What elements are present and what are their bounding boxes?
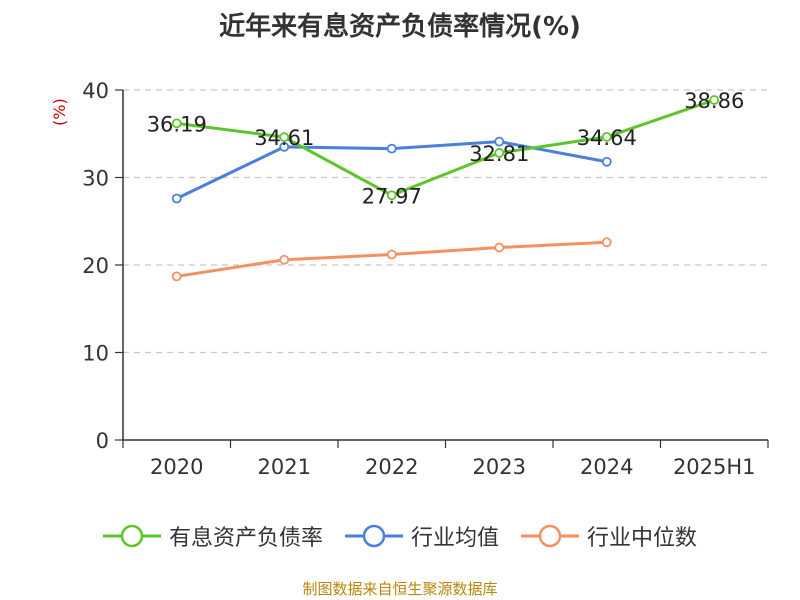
data-point (386, 190, 397, 201)
data-point (279, 254, 290, 265)
y-tick-label: 40 (82, 79, 109, 103)
data-point (494, 148, 505, 158)
x-tick-label: 2022 (365, 455, 418, 479)
legend-line-marker-icon (521, 524, 579, 548)
x-tick-label: 2023 (473, 455, 526, 479)
data-label: 34.61 (254, 126, 314, 150)
data-label: 38.86 (684, 89, 744, 113)
data-point (601, 156, 612, 167)
data-label: 36.19 (147, 112, 207, 136)
legend-line-marker-icon (344, 524, 403, 548)
x-tick-label: 2025H1 (673, 455, 756, 479)
legend-item[interactable]: 行业均值 (344, 520, 499, 552)
data-point (171, 271, 182, 282)
legend-item[interactable]: 有息资产负债率 (102, 520, 323, 552)
y-tick-label: 10 (82, 342, 109, 366)
data-point (601, 237, 612, 248)
x-tick-label: 2020 (150, 455, 203, 479)
legend-label: 行业中位数 (587, 526, 698, 551)
x-tick-label: 2024 (580, 455, 633, 479)
data-point (386, 249, 397, 260)
data-point (601, 131, 612, 142)
data-point (279, 132, 290, 143)
axes: 0 10 20 30 40 2020 2021 2022 2023 2024 2025H1 (82, 79, 769, 479)
series-points (171, 95, 720, 282)
y-tick-label: 20 (82, 254, 109, 278)
data-point (709, 95, 720, 105)
legend-line-marker-icon (102, 524, 161, 548)
legend-item[interactable]: 行业中位数 (521, 520, 697, 552)
source-note: 制图数据来自恒生聚源数据库 (302, 580, 498, 598)
data-point (171, 193, 182, 204)
x-tick-label: 2021 (258, 455, 311, 479)
data-point (386, 143, 397, 154)
y-tick-label: 0 (96, 429, 109, 453)
grid-lines (123, 89, 768, 354)
chart-title: 近年来有息资产负债率情况(%) (219, 12, 581, 42)
data-label: 32.81 (469, 142, 529, 166)
data-point (494, 242, 505, 253)
data-point (279, 141, 290, 152)
y-tick-label: 30 (82, 167, 109, 191)
data-label: 34.64 (577, 126, 637, 150)
data-point (494, 136, 505, 147)
legend-label: 有息资产负债率 (168, 526, 323, 551)
legend-label: 行业均值 (410, 526, 499, 551)
data-label: 27.97 (362, 184, 422, 208)
series-line (176, 98, 715, 197)
data-point (171, 118, 182, 129)
legend: 有息资产负债率 行业均值 行业中位数 (0, 520, 800, 552)
data-labels: 36.19 34.61 27.97 32.81 34.64 38.86 (147, 89, 745, 208)
